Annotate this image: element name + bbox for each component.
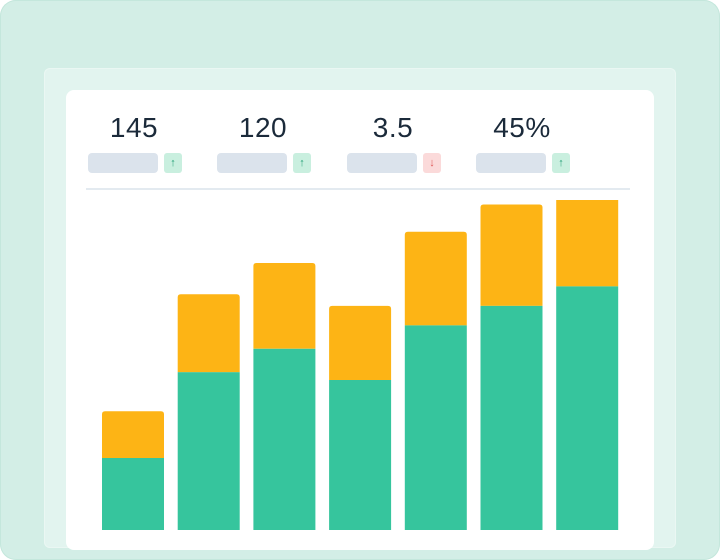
bar-top-segment: [329, 305, 392, 380]
bar-top-segment: [102, 411, 164, 458]
bar-base-segment: [556, 286, 619, 530]
bar-base-segment: [329, 380, 392, 530]
arrow-up-icon: ↑: [293, 153, 311, 173]
stat-value: 3.5: [372, 112, 414, 143]
arrow-up-icon: ↑: [164, 153, 182, 173]
bar-base-segment: [177, 372, 240, 530]
stat-value: 120: [238, 112, 288, 143]
stat-label-placeholder: [88, 153, 158, 173]
bar-base-segment: [404, 325, 467, 530]
stat-label-placeholder: [217, 153, 287, 173]
stacked-bar-chart: [102, 200, 619, 530]
bar-base-segment: [102, 458, 164, 530]
stat-label-placeholder: [347, 153, 417, 173]
stat-value: 45%: [493, 112, 551, 143]
bar-base-segment: [253, 348, 316, 530]
stat-label-placeholder: [476, 153, 546, 173]
divider: [86, 188, 630, 190]
bar-top-segment: [480, 204, 543, 306]
bar-top-segment: [253, 263, 316, 349]
bar-top-segment: [177, 294, 240, 373]
bar-base-segment: [480, 305, 543, 530]
bar-top-segment: [556, 200, 619, 287]
arrow-up-icon: ↑: [552, 153, 570, 173]
bar-top-segment: [404, 231, 467, 326]
stat-value: 145: [109, 112, 159, 143]
arrow-down-icon: ↓: [423, 153, 441, 173]
